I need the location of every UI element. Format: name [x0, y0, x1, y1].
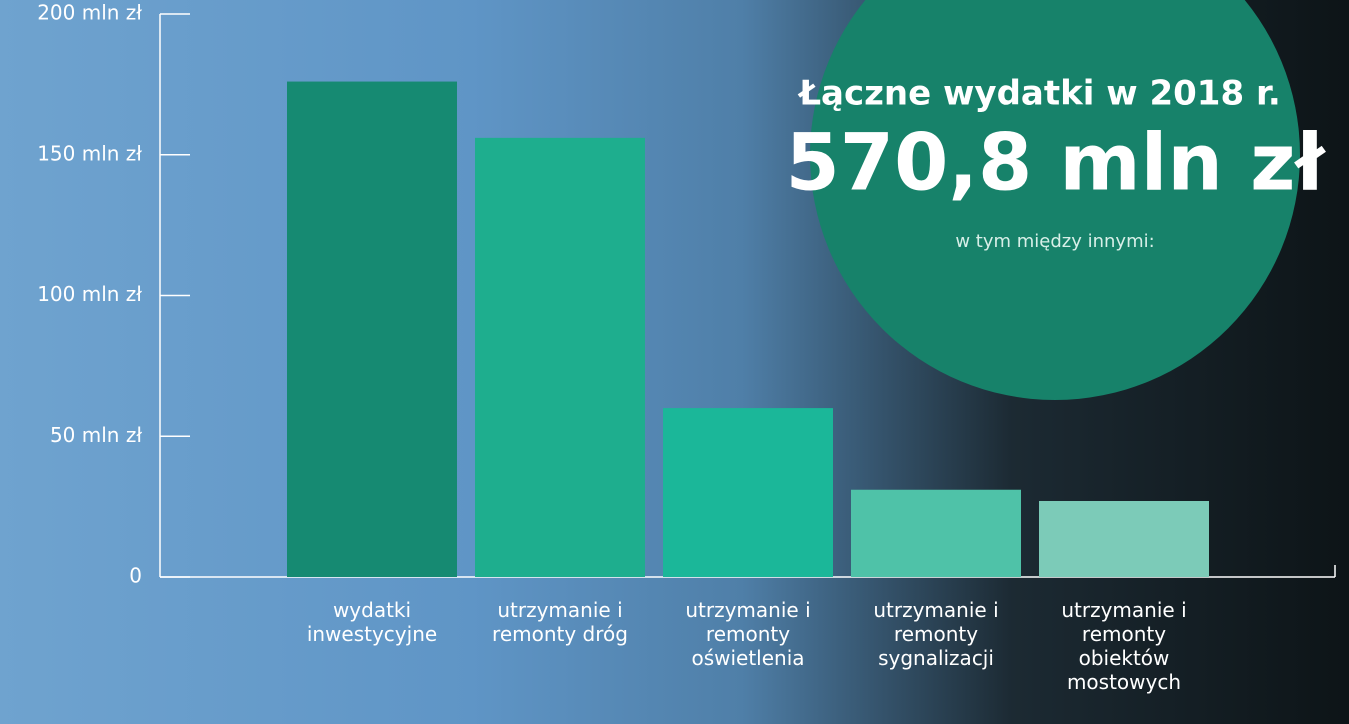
y-tick-label: 50 mln zł [50, 423, 142, 447]
x-tick-label: wydatki inwestycyjne [306, 598, 438, 646]
y-tick-label: 100 mln zł [37, 282, 142, 306]
x-tick-label: utrzymanie i remonty sygnalizacji [873, 598, 999, 670]
heading: Łączne wydatki w 2018 r. [797, 74, 1281, 114]
y-tick-label: 200 mln zł [37, 1, 142, 25]
y-tick-label: 0 [129, 564, 142, 588]
note: w tym między innymi: [955, 231, 1154, 252]
bar [663, 408, 833, 577]
x-tick-label: utrzymanie i remonty obiektów mostowych [1061, 598, 1187, 694]
total-circle [810, 0, 1300, 400]
bar [1039, 500, 1209, 577]
x-tick-label: utrzymanie i remonty dróg [492, 598, 628, 646]
bar [287, 81, 457, 577]
bar [475, 137, 645, 578]
total: 570,8 mln zł [786, 118, 1327, 208]
x-tick-label: utrzymanie i remonty oświetlenia [685, 598, 811, 670]
y-tick-label: 150 mln zł [37, 141, 142, 165]
bar [851, 489, 1021, 577]
